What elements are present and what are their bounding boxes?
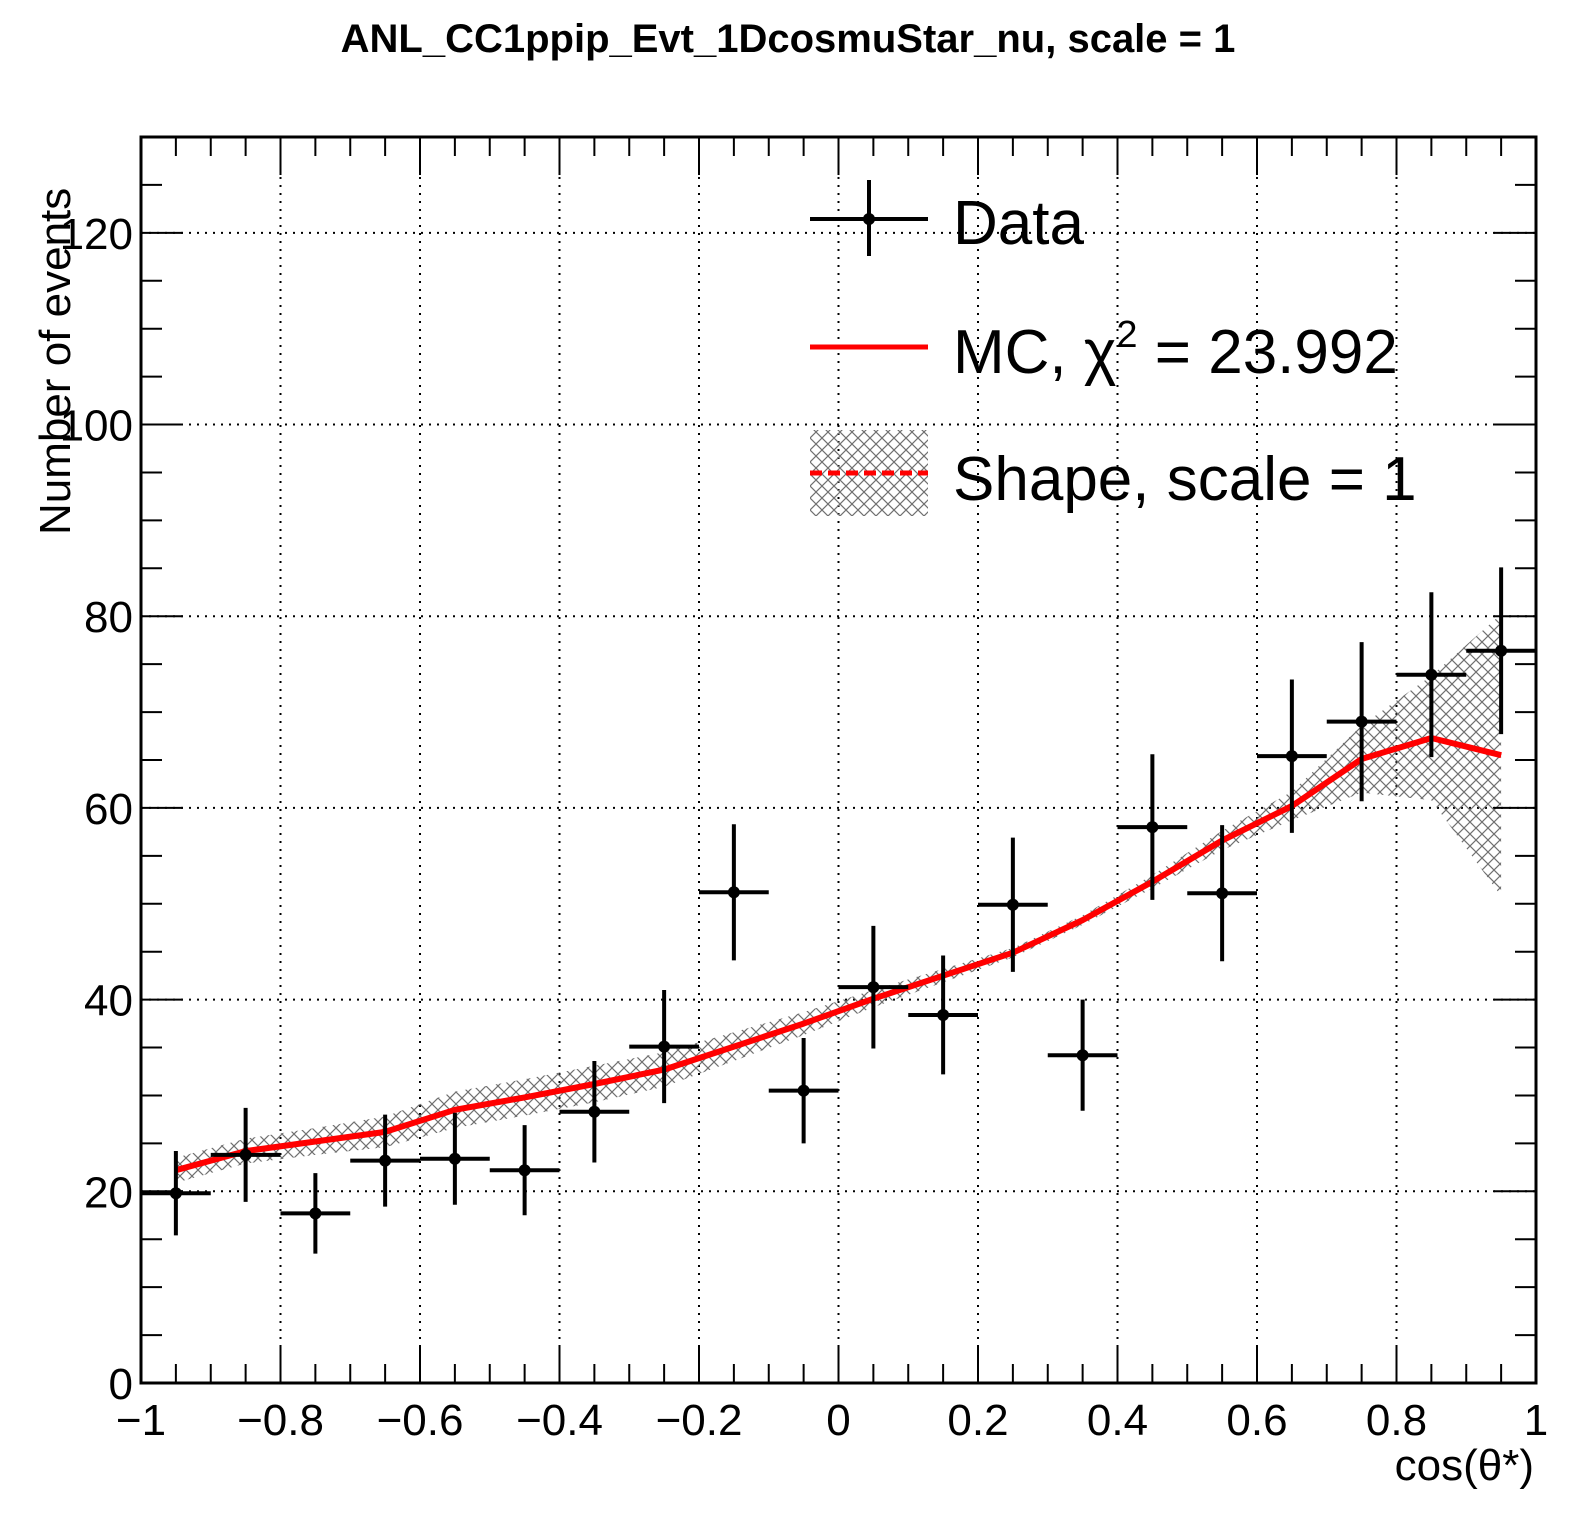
y-tick-label: 100	[60, 402, 133, 451]
data-marker	[588, 1105, 601, 1118]
x-tick-label: −0.8	[237, 1396, 324, 1445]
data-marker	[1006, 898, 1019, 911]
data-point	[141, 1151, 211, 1236]
data-point	[1257, 679, 1327, 833]
x-tick-label: 0.8	[1366, 1396, 1427, 1445]
data-marker	[448, 1152, 461, 1165]
data-point	[559, 1060, 630, 1163]
chart-title: ANL_CC1ppip_Evt_1DcosmuStar_nu, scale = …	[341, 17, 1236, 61]
plot-frame	[139, 135, 1538, 1385]
x-tick-label: −1	[116, 1396, 166, 1445]
data-marker	[1495, 644, 1508, 657]
data-point	[1466, 567, 1536, 735]
data-point	[420, 1112, 490, 1205]
data-point	[1326, 642, 1397, 802]
y-tick-label: 120	[60, 210, 133, 259]
legend-shape-symbol	[810, 430, 928, 516]
x-tick-label: −0.6	[377, 1396, 464, 1445]
x-tick-label: 1	[1524, 1396, 1548, 1445]
data-marker	[518, 1164, 531, 1177]
data-marker	[1216, 887, 1229, 900]
legend: Data MC, χ2 = 23.992 Shape, scale = 1	[810, 180, 1417, 516]
data-marker	[658, 1040, 671, 1053]
data-point	[1117, 754, 1188, 900]
data-point	[489, 1125, 560, 1216]
x-tick-label: −0.4	[516, 1396, 603, 1445]
x-tick-labels: −1 −0.8 −0.6 −0.4 −0.2 0 0.2 0.4 0.6 0.8 1	[116, 1396, 1548, 1445]
legend-data-symbol	[810, 180, 928, 256]
x-tick-label: 0.4	[1087, 1396, 1148, 1445]
x-tick-label: 0.2	[947, 1396, 1008, 1445]
data-point	[1187, 825, 1257, 962]
data-point	[210, 1107, 281, 1202]
data-point	[838, 925, 909, 1049]
data-point	[908, 955, 978, 1075]
data-marker	[1285, 750, 1298, 763]
data-marker	[1146, 821, 1159, 834]
data-marker	[1076, 1049, 1089, 1062]
data-point	[768, 1037, 839, 1144]
data-point	[1396, 592, 1467, 758]
data-marker	[1355, 715, 1368, 728]
data-marker	[169, 1187, 182, 1200]
y-tick-label: 0	[109, 1360, 133, 1409]
legend-shape-label: Shape, scale = 1	[953, 445, 1417, 514]
data-marker	[727, 886, 740, 899]
legend-mc-label: MC, χ2 = 23.992	[953, 314, 1398, 387]
y-tick-label: 40	[84, 977, 133, 1026]
grid-lines	[141, 137, 1536, 1383]
data-marker	[797, 1084, 810, 1097]
data-points	[141, 567, 1536, 1254]
data-point	[1047, 999, 1118, 1111]
data-marker	[867, 981, 880, 994]
data-marker	[1425, 668, 1438, 681]
mc-line	[175, 735, 1502, 1174]
data-marker	[937, 1008, 950, 1021]
data-marker	[239, 1148, 252, 1161]
data-point	[699, 824, 769, 961]
data-marker	[309, 1207, 322, 1220]
mc-lines	[175, 735, 1502, 1174]
data-marker	[379, 1154, 392, 1167]
data-point	[350, 1114, 420, 1207]
y-axis-label: Number of events	[31, 188, 80, 535]
y-tick-label: 60	[84, 785, 133, 834]
x-tick-label: 0.6	[1226, 1396, 1287, 1445]
x-tick-label: −0.2	[656, 1396, 743, 1445]
x-tick-label: 0	[826, 1396, 850, 1445]
data-point	[978, 837, 1048, 972]
x-axis-label: cos(θ*)	[1395, 1441, 1534, 1490]
data-point	[629, 990, 699, 1104]
legend-data-label: Data	[953, 189, 1084, 258]
y-tick-labels: 0 20 40 60 80 100 120	[60, 210, 133, 1409]
y-tick-label: 80	[84, 593, 133, 642]
y-tick-label: 20	[84, 1168, 133, 1217]
data-point	[280, 1173, 351, 1254]
